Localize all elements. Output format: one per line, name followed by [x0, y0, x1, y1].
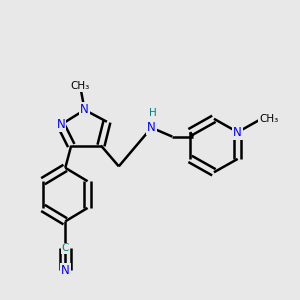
Text: N: N — [61, 264, 70, 277]
Text: N: N — [147, 121, 156, 134]
Text: CH₃: CH₃ — [70, 81, 90, 91]
Text: N: N — [80, 103, 89, 116]
Text: H: H — [149, 108, 157, 118]
Text: N: N — [56, 118, 65, 131]
Text: C: C — [61, 243, 69, 253]
Text: N: N — [233, 126, 242, 139]
Text: CH₃: CH₃ — [259, 114, 278, 124]
